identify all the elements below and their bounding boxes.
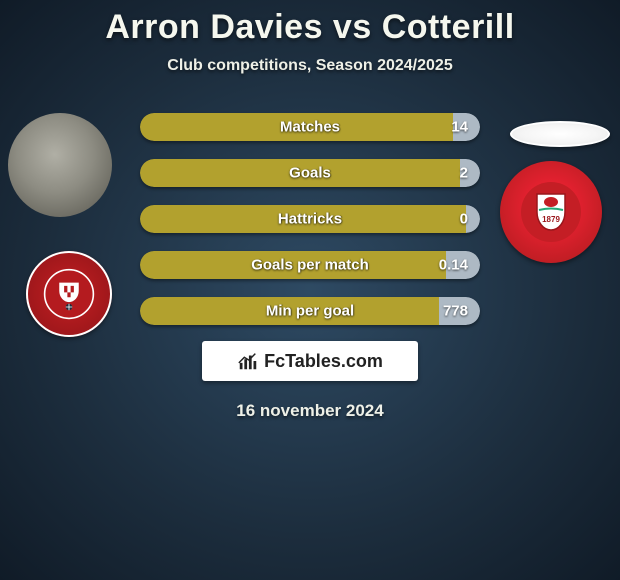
brand-name: FcTables.com	[264, 351, 383, 372]
stat-value-right: 778	[443, 303, 468, 320]
stat-row: Matches 14	[140, 113, 480, 141]
stat-row: Goals 2	[140, 159, 480, 187]
stat-row: Min per goal 778	[140, 297, 480, 325]
stat-label: Goals per match	[251, 257, 369, 274]
brand-box[interactable]: FcTables.com	[202, 341, 418, 381]
player-right-club-badge: 1879	[500, 161, 602, 263]
page-title: Arron Davies vs Cotterill	[0, 8, 620, 47]
stat-label: Min per goal	[266, 303, 354, 320]
content-area: 1879 Matches 14 Goals 2 Hattricks 0 Goals per …	[0, 103, 620, 333]
stat-bars: Matches 14 Goals 2 Hattricks 0 Goals per match…	[140, 113, 480, 343]
stat-label: Goals	[289, 165, 331, 182]
stat-value-right: 0.14	[439, 257, 468, 274]
page-subtitle: Club competitions, Season 2024/2025	[0, 57, 620, 75]
chart-bars-icon	[237, 350, 259, 372]
player-left-club-badge	[26, 251, 112, 337]
stat-label: Matches	[280, 119, 340, 136]
stat-row: Goals per match 0.14	[140, 251, 480, 279]
stat-value-right: 14	[451, 119, 468, 136]
date-text: 16 november 2024	[0, 401, 620, 421]
stat-row: Hattricks 0	[140, 205, 480, 233]
player-right-avatar-placeholder	[510, 121, 610, 147]
svg-text:1879: 1879	[542, 215, 560, 224]
stat-value-right: 2	[460, 165, 468, 182]
stat-label: Hattricks	[278, 211, 342, 228]
stat-fill-right	[466, 205, 480, 233]
player-left-avatar	[8, 113, 112, 217]
accrington-crest-icon	[43, 268, 95, 320]
stat-value-right: 0	[460, 211, 468, 228]
comparison-card: Arron Davies vs Cotterill Club competiti…	[0, 0, 620, 580]
swindon-crest-icon: 1879	[519, 180, 583, 244]
